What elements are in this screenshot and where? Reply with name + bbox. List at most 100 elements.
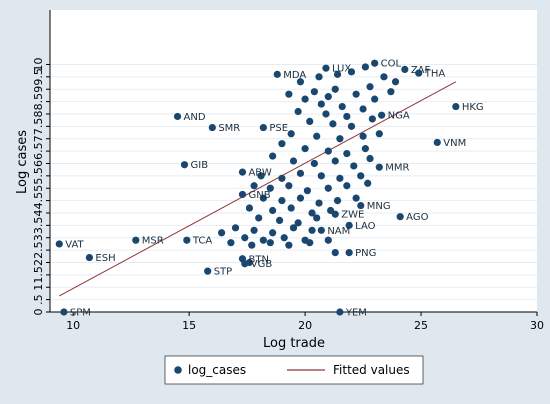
data-point — [343, 149, 351, 158]
data-point — [317, 226, 325, 234]
y-tick-label: 1.5 — [32, 266, 45, 284]
point-label: LUX — [332, 64, 351, 75]
data-point — [173, 112, 182, 121]
point-label: STP — [214, 267, 233, 278]
data-point — [315, 73, 323, 81]
data-point — [241, 260, 249, 268]
point-label: AND — [184, 112, 206, 123]
y-tick-label: 4.5 — [32, 192, 45, 210]
data-point — [331, 85, 339, 93]
data-point — [347, 122, 356, 130]
data-point — [357, 201, 365, 210]
point-label: PSE — [269, 123, 288, 134]
point-label: BTN — [248, 254, 268, 265]
data-point — [433, 138, 441, 147]
data-point — [345, 248, 353, 257]
data-point — [317, 100, 325, 108]
data-point — [378, 111, 386, 119]
data-point — [306, 239, 314, 247]
y-tick-label: 1 — [32, 284, 45, 291]
data-point — [336, 308, 344, 316]
point-label: YEM — [345, 308, 367, 319]
x-tick-label: 25 — [414, 319, 428, 332]
data-point — [275, 216, 284, 225]
data-point — [257, 172, 265, 180]
data-point — [287, 130, 295, 138]
data-point — [350, 162, 358, 170]
fitted-line — [59, 81, 457, 297]
data-point — [380, 73, 388, 81]
data-point — [347, 68, 356, 76]
data-point — [322, 110, 330, 118]
data-point — [278, 174, 286, 182]
data-point — [60, 308, 68, 316]
data-point — [343, 182, 351, 190]
data-point — [324, 184, 332, 192]
point-label: GIB — [191, 160, 209, 171]
y-tick-label: 10 — [32, 57, 45, 71]
data-point — [269, 152, 277, 160]
point-label: ZWE — [341, 210, 364, 221]
data-point — [359, 132, 367, 140]
data-point — [255, 214, 263, 222]
data-point — [278, 197, 286, 205]
data-point — [338, 102, 346, 111]
data-point — [361, 63, 369, 71]
data-point — [324, 236, 332, 244]
data-point — [301, 95, 309, 103]
data-point — [371, 59, 379, 67]
point-label: NAM — [327, 226, 350, 237]
y-tick-label: 6 — [32, 160, 45, 167]
data-point — [324, 93, 332, 101]
y-tick-label: 5 — [32, 185, 45, 192]
data-point — [269, 206, 277, 215]
data-point — [357, 172, 365, 180]
data-point — [310, 88, 318, 96]
data-point — [401, 65, 409, 74]
data-point — [296, 194, 305, 202]
y-axis-title: Log cases — [15, 130, 30, 194]
data-point — [415, 69, 423, 77]
data-point — [452, 102, 460, 111]
y-tick-label: 3.5 — [32, 217, 45, 235]
x-axis-title: Log trade — [263, 336, 325, 351]
point-label: GNB — [248, 190, 270, 201]
y-tick-label: 4 — [32, 209, 45, 216]
data-point — [345, 221, 353, 229]
point-label: ESH — [95, 253, 115, 264]
data-point — [227, 239, 235, 247]
data-point — [296, 78, 305, 86]
data-point — [273, 70, 281, 78]
data-point — [331, 248, 339, 257]
data-point — [301, 145, 309, 153]
data-point — [361, 145, 369, 153]
point-label: HKG — [462, 102, 484, 113]
data-point — [280, 234, 288, 242]
data-point — [238, 168, 247, 176]
data-point — [343, 112, 351, 121]
y-tick-label: 8.5 — [32, 93, 45, 111]
y-tick-label: 7 — [32, 135, 45, 142]
y-tick-label: 9.5 — [32, 68, 45, 86]
data-point — [218, 229, 226, 237]
data-point — [366, 154, 374, 163]
data-point — [368, 115, 376, 123]
data-point — [259, 236, 267, 244]
x-tick-label: 20 — [298, 319, 312, 332]
data-point — [266, 239, 274, 247]
data-point — [371, 95, 379, 103]
data-point — [329, 120, 337, 128]
legend: log_cases Fitted values — [164, 355, 424, 385]
y-tick-label: 2 — [32, 259, 45, 266]
point-label: COL — [381, 59, 402, 70]
data-point — [245, 204, 254, 212]
data-point — [313, 132, 321, 140]
data-point — [285, 182, 293, 190]
data-point — [333, 70, 342, 78]
data-point — [331, 210, 339, 218]
data-point — [259, 194, 267, 202]
data-point — [336, 174, 344, 182]
data-point — [308, 226, 316, 234]
